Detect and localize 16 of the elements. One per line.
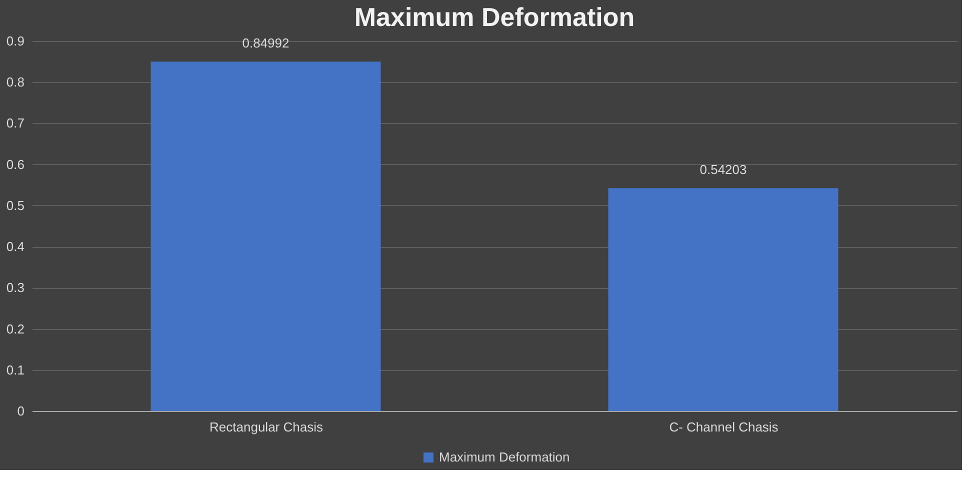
y-tick-label: 0.7 <box>6 116 24 131</box>
x-tick-label: C- Channel Chasis <box>669 420 779 434</box>
y-tick-label: 0.2 <box>6 321 24 336</box>
y-tick-label: 0.3 <box>6 280 24 296</box>
data-label: 0.84992 <box>242 36 290 51</box>
y-tick-label: 0.1 <box>6 362 24 378</box>
data-label: 0.54203 <box>700 162 747 178</box>
x-tick-label: Rectangular Chasis <box>210 420 324 434</box>
y-tick-label: 0.6 <box>6 156 24 172</box>
chart-title: Maximum Deformation <box>354 2 635 32</box>
y-tick-label: 0.4 <box>6 239 24 254</box>
y-tick-label: 0.9 <box>6 34 24 48</box>
y-tick-label: 0.8 <box>6 74 24 90</box>
legend-label: Maximum Deformation <box>439 450 570 464</box>
y-tick-label: 0 <box>17 404 24 418</box>
y-tick-label: 0.5 <box>6 198 24 213</box>
